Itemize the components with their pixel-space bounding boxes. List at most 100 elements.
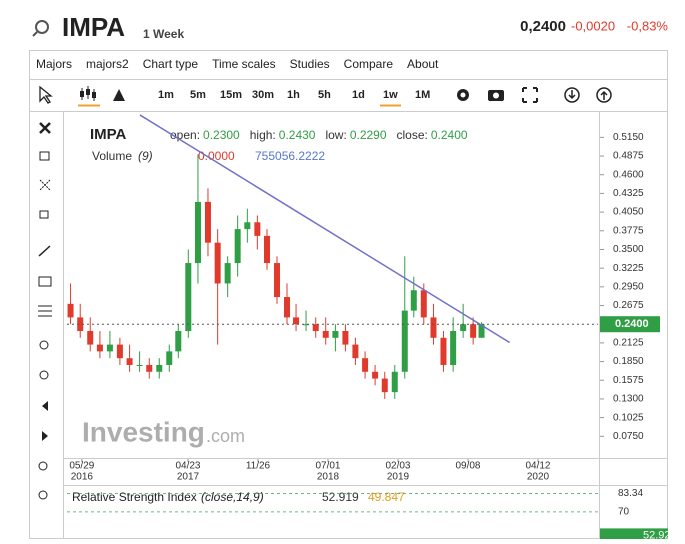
x-tick-year: 2018 — [317, 472, 340, 483]
legend-value: 0.2290 — [350, 128, 387, 142]
volume-a: 0.0000 — [198, 149, 235, 163]
watermark-suffix: .com — [206, 426, 245, 446]
rsi-tick-label: 83.34 — [618, 488, 643, 499]
timeframe: 1 Week — [143, 27, 184, 41]
candle-body — [224, 263, 231, 284]
line-tool[interactable] — [38, 245, 51, 257]
candle-body — [106, 344, 113, 352]
y-tick-label: 0.1025 — [613, 412, 644, 423]
download-icon[interactable] — [564, 87, 580, 103]
candle-body — [136, 364, 143, 366]
fullscreen-icon[interactable] — [522, 87, 538, 103]
crosshair-tool[interactable] — [39, 179, 51, 191]
zoom-fit[interactable] — [38, 490, 48, 500]
interval[interactable]: 30m — [252, 89, 274, 101]
menu-item[interactable]: Time scales — [212, 57, 276, 71]
candle-body — [342, 331, 349, 345]
y-tick-label: 0.3500 — [613, 244, 644, 255]
settings-icon[interactable] — [457, 89, 469, 101]
last-price-tag-label: 0.2400 — [615, 318, 649, 330]
close-tool[interactable] — [39, 122, 51, 134]
camera-icon[interactable] — [488, 90, 504, 101]
menu-item[interactable]: Studies — [290, 57, 330, 71]
menu-item[interactable]: majors2 — [86, 57, 129, 71]
candle-body — [87, 331, 94, 345]
candle-body — [185, 263, 192, 332]
candle-body — [204, 201, 211, 243]
candle-body — [126, 358, 133, 365]
candle-body — [234, 229, 241, 264]
interval[interactable]: 1h — [287, 89, 300, 101]
menu-item[interactable]: Majors — [36, 57, 72, 71]
search-icon[interactable] — [35, 20, 49, 34]
chart-title: IMPA — [90, 126, 127, 143]
legend-value: 0.2400 — [431, 128, 468, 142]
menu-item[interactable]: Chart type — [143, 57, 199, 71]
rsi-title: Relative Strength Index — [72, 490, 197, 504]
interval[interactable]: 1d — [352, 89, 365, 101]
fib-tool[interactable] — [38, 305, 52, 317]
last-price-tag — [600, 316, 660, 333]
cursor-tool[interactable] — [39, 85, 53, 104]
interval[interactable]: 1w — [383, 89, 398, 101]
candle-body — [166, 351, 173, 365]
rsi-value: 52.919 — [322, 490, 359, 504]
area-type[interactable] — [113, 89, 125, 101]
volume-b: 755056.2222 — [255, 149, 325, 163]
upload-icon[interactable] — [596, 87, 612, 103]
candle-body — [401, 310, 408, 372]
candle-body — [381, 378, 388, 393]
candle-body — [244, 222, 251, 230]
y-tick-label: 0.0750 — [613, 431, 644, 442]
interval[interactable]: 15m — [220, 89, 242, 101]
interval[interactable]: 5h — [318, 89, 331, 101]
legend-value: 0.2300 — [203, 128, 240, 142]
y-tick-label: 0.1300 — [613, 394, 644, 405]
x-tick-label: 07/01 — [315, 461, 340, 472]
interval[interactable]: 1m — [158, 89, 174, 101]
scroll-left[interactable] — [42, 401, 48, 411]
legend-label: low: — [325, 128, 346, 142]
candle-body — [77, 317, 84, 332]
candle-body — [470, 324, 477, 338]
candle-body — [460, 324, 467, 332]
select-tool[interactable] — [39, 151, 50, 161]
candle-body — [440, 337, 447, 365]
rsi-last-label: 52.92 — [643, 529, 671, 539]
change: -0,0020 — [571, 18, 615, 33]
zoom-reset[interactable] — [38, 461, 48, 471]
zoom-in-tool[interactable] — [39, 340, 49, 350]
x-tick-label: 11/26 — [246, 461, 271, 472]
candle-body — [96, 344, 103, 352]
scroll-right[interactable] — [42, 431, 48, 441]
candle-body — [362, 358, 369, 372]
menu-item[interactable]: Compare — [344, 57, 394, 71]
copy-tool[interactable] — [39, 210, 49, 219]
y-tick-label: 0.4875 — [613, 151, 644, 162]
volume-params: (9) — [138, 149, 153, 163]
candle-body — [391, 371, 398, 393]
rect-tool[interactable] — [38, 276, 52, 287]
y-tick-label: 0.1850 — [613, 356, 644, 367]
candle-body — [175, 331, 182, 352]
x-tick-year: 2016 — [71, 472, 94, 483]
candle-body — [478, 324, 485, 338]
x-tick-label: 05/29 — [69, 461, 94, 472]
rsi-tick-label: 70 — [618, 507, 630, 518]
candle-body — [284, 297, 291, 318]
candle-body — [410, 290, 417, 311]
interval[interactable]: 5m — [190, 89, 206, 101]
zoom-out-tool[interactable] — [39, 370, 49, 380]
rsi-signal: 49.847 — [368, 490, 405, 504]
candle-body — [420, 290, 427, 318]
candle-body — [372, 371, 379, 379]
candle-body — [450, 331, 457, 365]
x-tick-year: 2017 — [177, 472, 200, 483]
candle-type[interactable] — [78, 86, 100, 107]
candle-body — [293, 317, 300, 325]
interval[interactable]: 1M — [415, 89, 430, 101]
menu-item[interactable]: About — [407, 57, 439, 71]
y-tick-label: 0.4325 — [613, 188, 644, 199]
candle-body — [264, 235, 271, 264]
